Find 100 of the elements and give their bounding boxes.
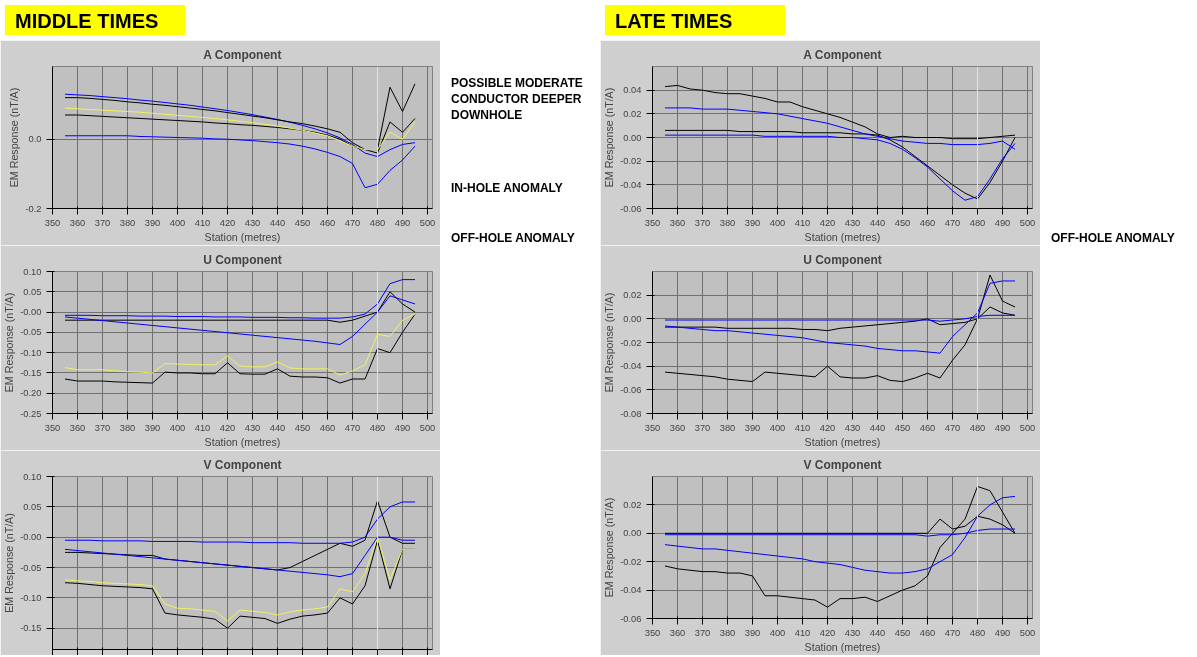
- x-axis-title: Station (metres): [204, 230, 281, 243]
- y-tick-label: -0.10: [20, 347, 42, 358]
- x-tick-label: 410: [194, 422, 211, 433]
- x-tick-label: 370: [94, 217, 111, 228]
- x-tick-label: 450: [894, 422, 911, 433]
- text: LATE TIMES: [615, 9, 733, 34]
- x-tick-label: 430: [844, 217, 861, 228]
- x-tick-label: 470: [944, 217, 961, 228]
- x-tick-label: 490: [994, 422, 1011, 433]
- x-tick-label: 410: [794, 217, 811, 228]
- x-tick-label: 350: [44, 217, 61, 228]
- x-tick-label: 480: [369, 217, 386, 228]
- x-tick-label: 360: [69, 422, 86, 433]
- x-tick-label: 370: [694, 627, 711, 638]
- x-tick-label: 350: [644, 217, 661, 228]
- x-tick-label: 350: [644, 627, 661, 638]
- y-tick-label: 0.0: [28, 134, 42, 145]
- x-tick-label: 500: [419, 217, 436, 228]
- chart-title: A Component: [203, 47, 282, 62]
- y-tick-label: 0.04: [623, 85, 642, 96]
- y-tick-label: -0.10: [20, 592, 42, 603]
- y-axis-title: EM Response (nT/A): [3, 513, 16, 613]
- y-axis-title: EM Response (nT/A): [8, 87, 21, 188]
- y-tick-label: -0.02: [620, 156, 642, 167]
- x-tick-label: 400: [169, 217, 186, 228]
- x-tick-label: 500: [419, 422, 436, 433]
- y-tick-label: 0.10: [23, 266, 42, 277]
- chart-title: U Component: [203, 252, 282, 267]
- x-tick-label: 350: [644, 422, 661, 433]
- x-tick-label: 430: [844, 627, 861, 638]
- y-tick-label: 0.05: [23, 501, 42, 512]
- x-tick-label: 380: [719, 627, 736, 638]
- line-series: [64, 107, 416, 151]
- line-series: [64, 536, 416, 578]
- x-tick-label: 470: [344, 217, 361, 228]
- x-tick-label: 440: [869, 627, 886, 638]
- x-tick-label: 490: [394, 422, 411, 433]
- x-tick-label: 380: [719, 217, 736, 228]
- x-tick-label: 360: [69, 217, 86, 228]
- x-axis-title: Station (metres): [804, 640, 881, 653]
- y-tick-label: 0.05: [23, 286, 42, 297]
- y-tick-label: -0.08: [620, 408, 642, 419]
- line-series: [64, 501, 416, 544]
- text: OFF-HOLE ANOMALY: [1051, 230, 1191, 246]
- x-tick-label: 390: [144, 422, 161, 433]
- x-tick-label: 470: [944, 627, 961, 638]
- y-tick-label: 0.10: [23, 471, 42, 482]
- y-tick-label: -0.05: [20, 562, 42, 573]
- x-tick-label: 390: [744, 422, 761, 433]
- y-tick-label: 0.00: [623, 132, 642, 143]
- y-tick-label: 0.00: [623, 313, 642, 324]
- x-tick-label: 380: [119, 217, 136, 228]
- x-tick-label: 400: [769, 422, 786, 433]
- x-tick-label: 400: [769, 627, 786, 638]
- x-tick-label: 400: [769, 217, 786, 228]
- x-tick-label: 370: [694, 217, 711, 228]
- x-tick-label: 490: [994, 627, 1011, 638]
- line-series: [664, 280, 1016, 354]
- x-tick-label: 480: [969, 422, 986, 433]
- x-tick-label: 440: [869, 422, 886, 433]
- y-tick-label: -0.04: [620, 179, 642, 190]
- line-series: [64, 135, 416, 189]
- x-tick-label: 430: [244, 217, 261, 228]
- y-tick-label: -0.02: [620, 337, 642, 348]
- y-tick-label: -0.04: [620, 585, 642, 596]
- x-axis-title: Station (metres): [204, 435, 281, 448]
- x-tick-label: 440: [269, 217, 286, 228]
- y-tick-label: -0.15: [20, 623, 42, 634]
- y-tick-label: -0.05: [20, 327, 42, 338]
- y-tick-label: -0.15: [20, 367, 42, 378]
- x-tick-label: 460: [319, 422, 336, 433]
- x-tick-label: 390: [144, 217, 161, 228]
- x-tick-label: 440: [269, 422, 286, 433]
- chart-title: A Component: [803, 47, 882, 62]
- text: POSSIBLE MODERATE CONDUCTOR DEEPER DOWNHOLE: [451, 75, 591, 123]
- x-tick-label: 360: [669, 422, 686, 433]
- x-tick-label: 390: [744, 627, 761, 638]
- y-axis-title: EM Response (nT/A): [603, 292, 616, 393]
- x-tick-label: 410: [194, 217, 211, 228]
- y-tick-label: 0.02: [623, 108, 642, 119]
- y-tick-label: -0.2: [25, 203, 42, 214]
- x-tick-label: 450: [294, 217, 311, 228]
- y-tick-label: -0.00: [20, 307, 42, 318]
- x-tick-label: 430: [244, 422, 261, 433]
- y-axis-title: EM Response (nT/A): [603, 497, 616, 598]
- y-tick-label: -0.06: [620, 384, 642, 395]
- y-tick-label: 0.00: [623, 528, 642, 539]
- x-tick-label: 470: [344, 422, 361, 433]
- x-axis-title: Station (metres): [804, 435, 881, 448]
- x-tick-label: 380: [119, 422, 136, 433]
- y-tick-label: -0.06: [620, 613, 642, 624]
- y-axis-title: EM Response (nT/A): [3, 292, 16, 393]
- y-tick-label: -0.06: [620, 203, 642, 214]
- x-tick-label: 360: [669, 217, 686, 228]
- chart-title: V Component: [203, 457, 282, 472]
- chart-title: V Component: [803, 457, 882, 472]
- x-tick-label: 500: [1019, 422, 1036, 433]
- x-tick-label: 390: [744, 217, 761, 228]
- line-series: [664, 274, 1016, 383]
- text: OFF-HOLE ANOMALY: [451, 230, 591, 246]
